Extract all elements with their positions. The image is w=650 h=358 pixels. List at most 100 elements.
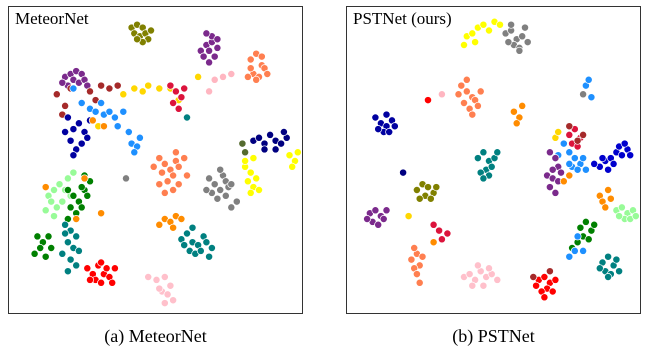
scatter-point [61, 101, 70, 110]
scatter-point [77, 99, 86, 107]
scatter-point [615, 212, 624, 221]
scatter-point [573, 165, 582, 174]
scatter-point [266, 130, 275, 139]
scatter-point [512, 119, 521, 128]
scatter-point [36, 244, 45, 252]
scatter-point [246, 188, 255, 197]
scatter-point [155, 84, 164, 93]
scatter-point [496, 20, 504, 29]
scatter-point [80, 174, 89, 183]
scatter-point [565, 148, 574, 157]
scatter-point [604, 273, 613, 281]
scatter-point [435, 226, 444, 235]
scatter-point [171, 87, 180, 96]
scatter-point [166, 281, 175, 290]
scatter-point [476, 87, 485, 96]
scatter-point [493, 148, 502, 157]
scatter-point [91, 107, 100, 116]
scatter-point [149, 162, 158, 171]
scatter-point [579, 246, 588, 255]
scatter-point [174, 162, 183, 171]
scatter-point [155, 220, 164, 229]
scatter-point [210, 75, 219, 84]
scatter-point [462, 75, 471, 84]
scatter-point [219, 72, 227, 81]
scatter-point [138, 87, 147, 96]
scatter-point [50, 212, 58, 221]
scatter-point [545, 183, 554, 192]
meteornet-plot-title: MeteorNet [13, 9, 91, 29]
scatter-point [55, 180, 64, 189]
scatter-point [74, 246, 83, 255]
scatter-point [97, 99, 106, 107]
scatter-point [86, 275, 94, 284]
scatter-point [221, 191, 230, 200]
scatter-point [113, 122, 122, 131]
scatter-point [86, 87, 94, 96]
scatter-point [227, 203, 236, 212]
meteornet-scatter-plot [30, 20, 302, 308]
scatter-point [144, 273, 153, 281]
scatter-point [468, 110, 477, 119]
scatter-point [119, 107, 128, 116]
scatter-point [169, 99, 178, 107]
scatter-point [61, 229, 70, 238]
scatter-point [545, 267, 554, 276]
scatter-point [263, 70, 272, 78]
scatter-point [620, 139, 629, 148]
scatter-point [465, 270, 474, 279]
scatter-point [30, 249, 39, 258]
scatter-point [110, 113, 119, 122]
scatter-point [66, 136, 75, 145]
scatter-point [72, 215, 81, 223]
scatter-point [249, 154, 258, 163]
scatter-point [604, 165, 613, 174]
scatter-point [473, 261, 482, 270]
scatter-point [460, 41, 468, 49]
scatter-point [202, 29, 211, 38]
scatter-point [518, 101, 527, 110]
scatter-point [584, 235, 593, 244]
scatter-point [504, 38, 513, 47]
scatter-point [169, 171, 178, 180]
meteornet-panel: MeteorNet [8, 6, 303, 314]
scatter-point [72, 232, 81, 241]
scatter-point [205, 174, 214, 183]
scatter-point [69, 168, 78, 177]
scatter-point [371, 206, 380, 215]
scatter-point [83, 191, 92, 200]
scatter-point [210, 52, 219, 61]
scatter-point [105, 107, 114, 116]
scatter-point [626, 151, 635, 160]
pstnet-plot-title: PSTNet (ours) [351, 9, 454, 29]
scatter-point [554, 128, 563, 136]
scatter-point [183, 171, 191, 180]
scatter-point [617, 151, 626, 160]
scatter-point [33, 232, 42, 241]
scatter-point [565, 159, 574, 168]
scatter-point [382, 206, 391, 215]
scatter-point [468, 29, 477, 38]
scatter-point [77, 203, 86, 212]
scatter-point [63, 267, 72, 276]
scatter-point [110, 264, 119, 273]
scatter-point [169, 186, 178, 194]
scatter-point [196, 246, 205, 255]
scatter-point [399, 168, 408, 177]
scatter-point [152, 275, 161, 284]
scatter-point [47, 197, 56, 206]
scatter-point [69, 84, 78, 93]
scatter-point [66, 255, 75, 264]
scatter-point [174, 104, 183, 113]
scatter-point [606, 194, 615, 203]
scatter-point [601, 203, 610, 212]
scatter-point [509, 107, 518, 116]
scatter-point [69, 125, 78, 134]
scatter-point [609, 159, 618, 168]
scatter-point [133, 35, 142, 44]
scatter-point [565, 171, 574, 180]
scatter-point [479, 281, 488, 290]
scatter-point [99, 122, 108, 131]
scatter-point [199, 52, 208, 61]
scatter-point [213, 35, 222, 44]
